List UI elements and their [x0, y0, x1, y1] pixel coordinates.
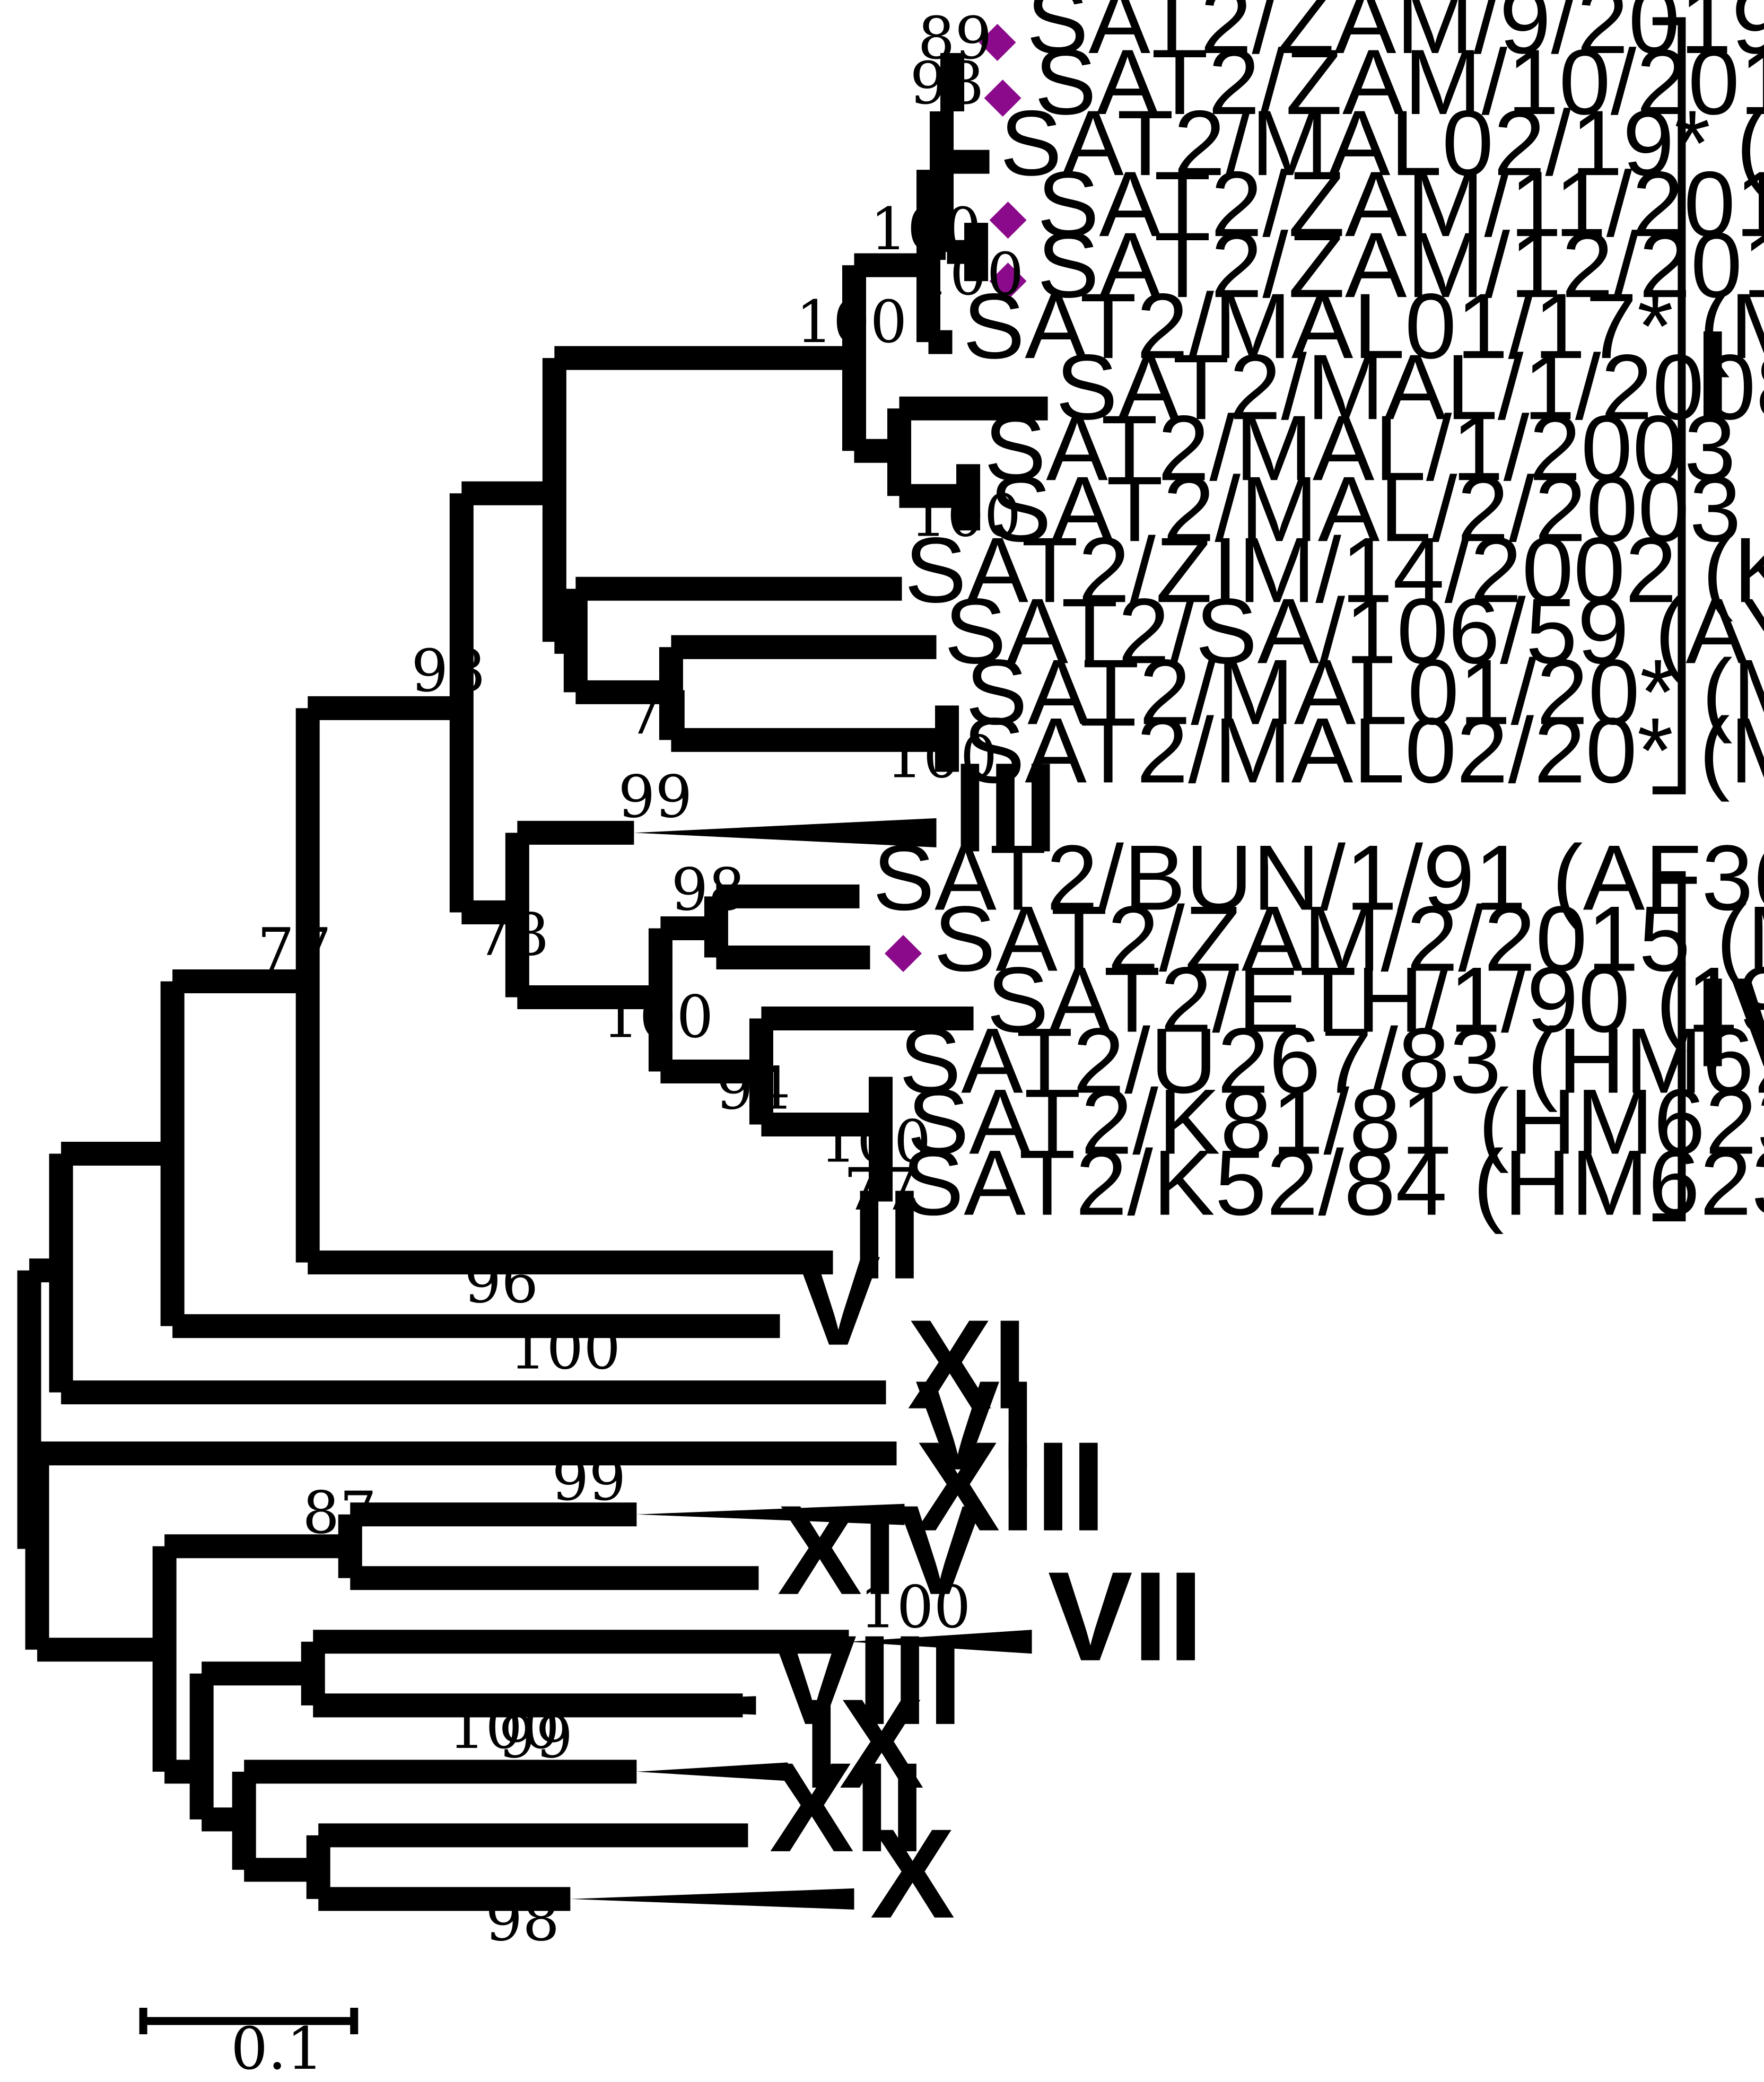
- taxon-label: SAT2/ZAM/10/2019 (MZ486075): [1035, 31, 1764, 134]
- clade-label-X: X: [870, 1803, 955, 1945]
- branch-node-a: [49, 1142, 886, 1405]
- bootstrap-value: 100: [886, 723, 998, 791]
- clade-label-XI: XI: [907, 1293, 1028, 1436]
- bootstrap-value: 98: [671, 855, 745, 923]
- bootstrap-value: 94: [716, 1055, 790, 1123]
- taxon-label: SAT2/K81/81 (HM623678): [907, 1071, 1764, 1174]
- bracket-label-I: I: [1695, 304, 1731, 446]
- taxon-label: SAT2/ZAM/9/2019 (MZ486074): [1027, 0, 1764, 73]
- taxon-label: SAT2/MAL/1/2008 (MZ486084): [1056, 336, 1764, 439]
- bootstrap-value: 100: [819, 1108, 931, 1176]
- taxon-label: SAT2/SA/106/59 (AY593848): [945, 580, 1764, 683]
- taxon-label: SAT2/MAL/2/2003 (MZ486083): [990, 458, 1764, 561]
- bootstrap-value: 78: [475, 900, 549, 968]
- bootstrap-value: 100: [870, 195, 981, 263]
- taxon-label: SAT2/ZAM/12/2019 (MZ486077): [1037, 214, 1764, 317]
- wedge-II: [398, 1252, 833, 1273]
- bootstrap-value: 100: [913, 240, 1024, 308]
- bracket-IV: [1652, 871, 1686, 1222]
- bootstrap-value: 89: [918, 4, 992, 72]
- taxon-label: SAT2/MAL/1/2003 (MZ486082): [984, 397, 1764, 500]
- bootstrap-labels: 89 98 100 100 100 100 71 100 98 99 98 78…: [257, 4, 1024, 1954]
- wedge-III: [634, 818, 937, 847]
- bootstrap-value: 100: [910, 482, 1021, 549]
- wedge-XIII: [636, 1503, 905, 1525]
- bootstrap-value: 99: [499, 1703, 573, 1771]
- wedge-VII: [849, 1630, 1032, 1654]
- taxon-label: SAT2/ZAM/11/2019 (MZ486076): [1037, 153, 1764, 256]
- wedge-VIII: [530, 1696, 756, 1715]
- bootstrap-value: 87: [302, 1479, 377, 1547]
- clade-label-II: II: [851, 1164, 922, 1306]
- clade-label-XIV: XIV: [777, 1479, 982, 1621]
- diamond-marker-icon: [989, 202, 1027, 239]
- taxon-label: SAT2/ZIM/14/2002 (KF219689): [905, 519, 1764, 622]
- clade-labels: III II V XI VI XIII XIV VII VIII IX XII …: [769, 736, 1203, 1945]
- wedge-V: [398, 1315, 780, 1337]
- diamond-marker-icon: [989, 263, 1027, 300]
- branch-node-low: [25, 1441, 897, 1662]
- clade-label-VIII: VIII: [772, 1609, 963, 1751]
- clade-label-III: III: [953, 736, 1059, 878]
- taxon-label: SAT2/MAL02/19* (MZ486086): [1000, 92, 1764, 195]
- bootstrap-value: 77: [257, 915, 331, 983]
- bootstrap-value: 98: [485, 1886, 560, 1954]
- bootstrap-value: 100: [448, 1694, 560, 1762]
- diamond-marker-icon: [885, 934, 922, 972]
- bootstrap-value: 100: [509, 1315, 621, 1383]
- taxon-labels: SAT2/ZAM/9/2019 (MZ486074) SAT2/ZAM/10/2…: [872, 0, 1764, 1235]
- bootstrap-value: 71: [626, 679, 700, 747]
- clade-brackets: I IV: [1652, 17, 1764, 1222]
- taxon-label: SAT2/BUN/1/91 (AF367111): [872, 826, 1764, 930]
- taxon-label: SAT2/ETH/1/90 (1989)(AY343935): [987, 948, 1764, 1052]
- clade-label-IX: IX: [804, 1673, 924, 1815]
- taxon-label: SAT2/ZAM/2/2015 (MZ486073): [934, 887, 1764, 991]
- bootstrap-value: 100: [796, 288, 907, 356]
- bootstrap-value: 77: [843, 1156, 918, 1223]
- taxon-label: SAT2/MAL01/17* (MZ486085): [963, 275, 1764, 378]
- bootstrap-value: 99: [552, 1446, 626, 1514]
- bootstrap-value: 96: [464, 1248, 538, 1316]
- branch-node-h: [887, 396, 1048, 531]
- bootstrap-value: 100: [859, 1573, 971, 1641]
- clade-label-V: V: [796, 1230, 880, 1372]
- bracket-label-IV: IV: [1695, 951, 1764, 1094]
- wedge-X: [570, 1888, 854, 1910]
- collapsed-wedges: [398, 818, 1032, 1910]
- clade-label-VII: VII: [1048, 1545, 1204, 1687]
- wedge-IX: [636, 1762, 788, 1781]
- taxon-label: SAT2/K52/84 (HM623685): [902, 1132, 1764, 1235]
- taxon-label: SAT2/U267/83 (HM623682): [900, 1010, 1764, 1113]
- scale-bar: 0.1: [139, 2007, 359, 2082]
- clade-label-XIII: XIII: [915, 1415, 1106, 1558]
- taxon-label: SAT2/MAL01/20* (MZ486087): [966, 641, 1764, 744]
- bootstrap-value: 98: [910, 49, 984, 117]
- clade-label-VI: VI: [915, 1354, 1036, 1497]
- taxon-label: SAT2/MAL02/20* (MZ486088): [963, 699, 1764, 802]
- branch-node-iv: [505, 820, 661, 1009]
- scale-bar-label: 0.1: [231, 2015, 324, 2082]
- bracket-I: [1652, 17, 1686, 794]
- bootstrap-value: 100: [602, 983, 713, 1051]
- clade-label-XII: XII: [769, 1736, 925, 1878]
- diamond-marker-icon: [979, 24, 1016, 62]
- bootstrap-value: 98: [411, 637, 485, 705]
- bootstrap-value: 99: [618, 763, 692, 830]
- branch-node-i: [563, 576, 902, 704]
